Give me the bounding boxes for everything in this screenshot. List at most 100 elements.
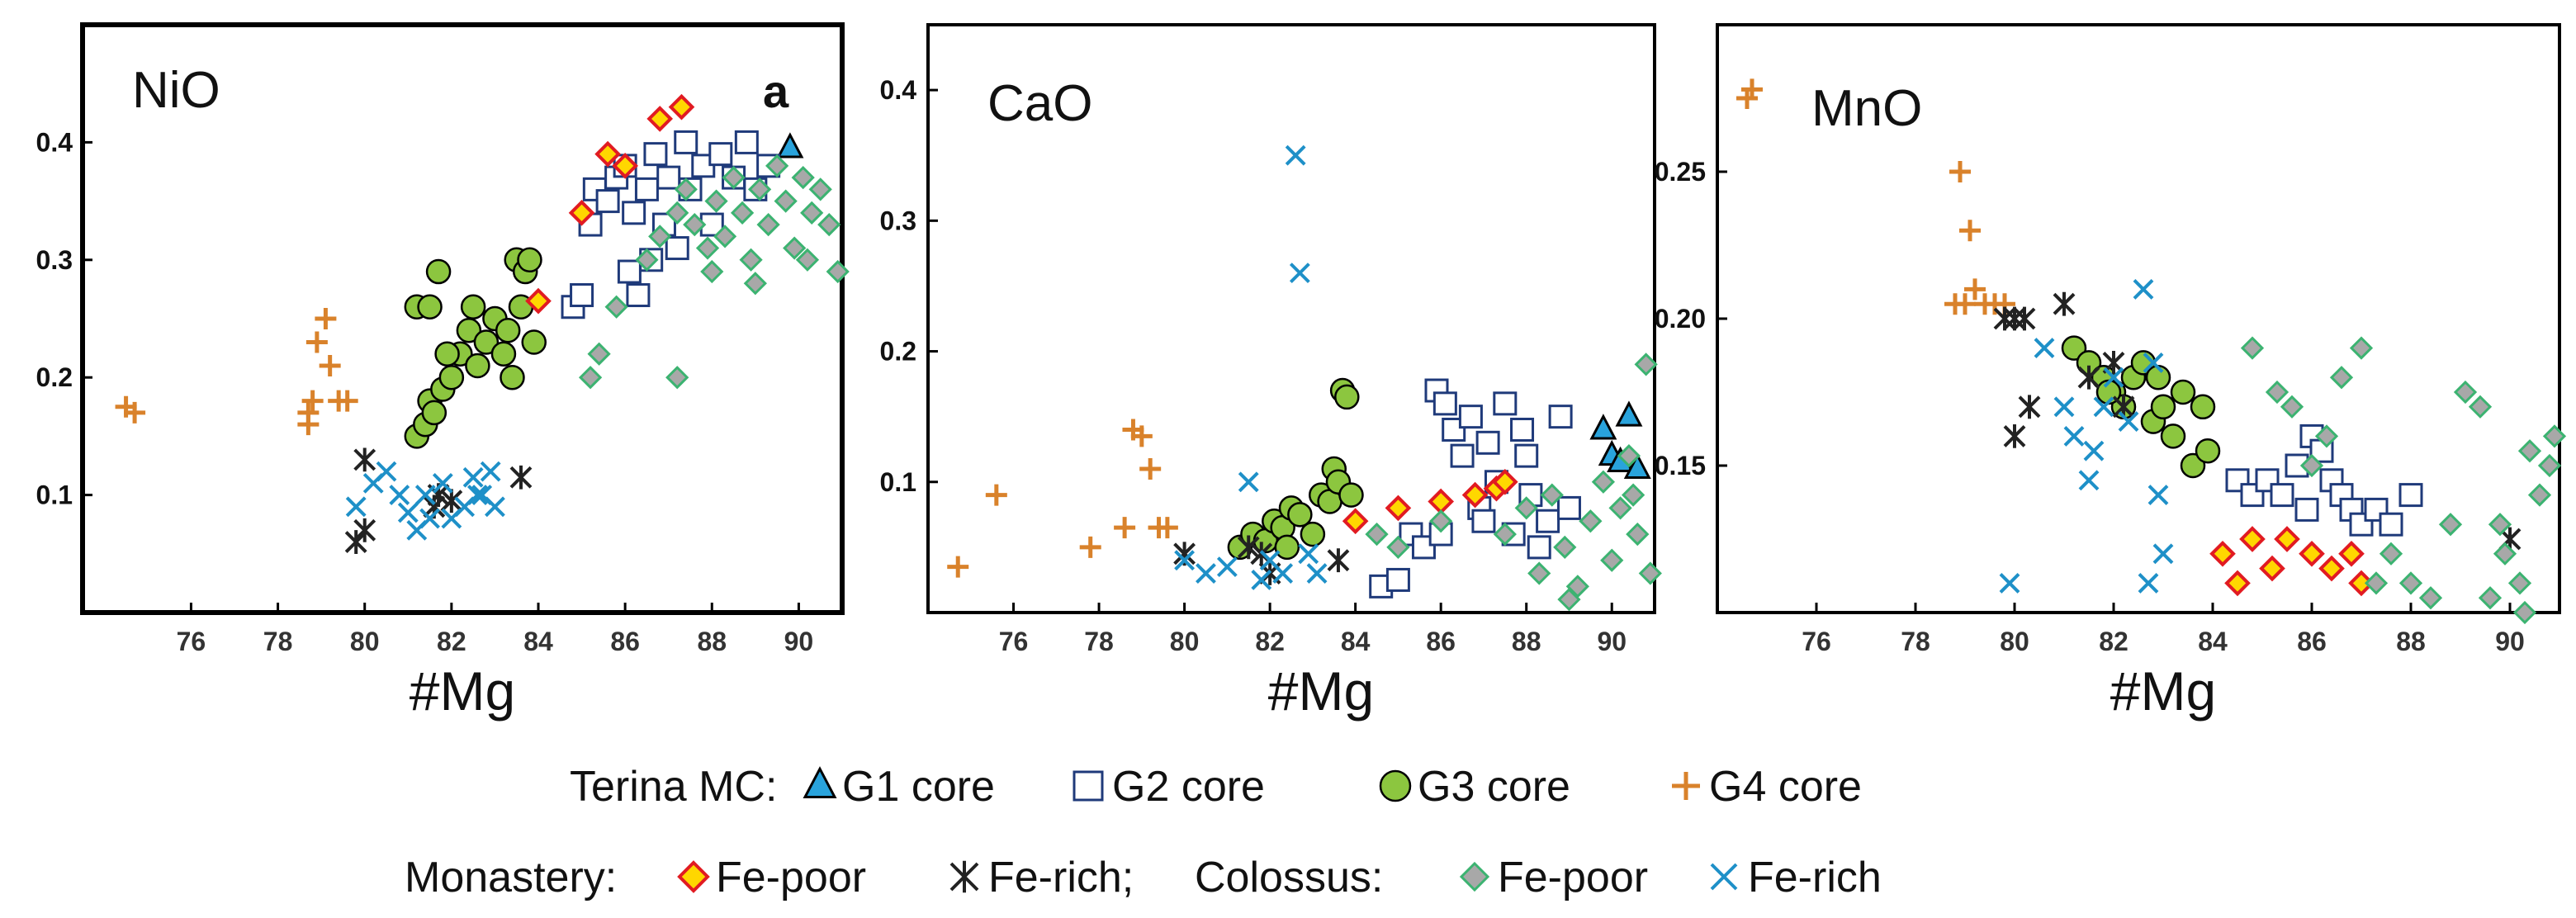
- point-colossus-fe-rich: [376, 461, 397, 482]
- panel-cao: 76 78 80 82 84 86 88 90 0.1 0.2 0.3 0.4 CaO #Mg: [880, 23, 1662, 722]
- x-tick-label-88: 88: [1512, 627, 1541, 656]
- point-colossus-fe-poor: [783, 236, 807, 260]
- point-colossus-fe-poor: [2265, 380, 2290, 405]
- point-g2-core: [1475, 430, 1500, 455]
- x-tick-label-78: 78: [1084, 627, 1114, 656]
- point-g4-core: [315, 308, 337, 329]
- point-colossus-fe-poor: [1621, 483, 1646, 507]
- point-g2-core: [2294, 497, 2319, 522]
- point-colossus-fe-poor: [578, 366, 603, 390]
- point-monastery-fe-poor: [1461, 481, 1489, 509]
- point-g2-core: [1450, 443, 1475, 468]
- point-g4-core: [319, 354, 341, 376]
- point-colossus-fe-rich: [2147, 485, 2169, 506]
- point-g2-core: [1510, 417, 1535, 442]
- point-colossus-fe-rich: [397, 502, 419, 523]
- series-colossus-fe-rich: [345, 461, 505, 541]
- point-monastery-fe-poor: [612, 153, 638, 179]
- panel-nio: 76 78 80 82 84 86 88 90 0.1 0.2 0.3 0.4 NiO a #Mg: [36, 22, 850, 722]
- point-g1-core: [1589, 414, 1617, 440]
- point-colossus-fe-poor: [2478, 586, 2503, 610]
- series-g3-core: [404, 247, 547, 449]
- x-tick-label-76: 76: [177, 627, 206, 656]
- legend-label-monastery-fe-poor: Fe-poor: [716, 854, 866, 901]
- point-colossus-fe-poor: [674, 177, 698, 201]
- legend-marker-g3: [1379, 769, 1412, 802]
- point-colossus-fe-poor: [1565, 575, 1589, 599]
- point-monastery-fe-rich: [440, 489, 463, 513]
- point-g2-core: [665, 236, 689, 261]
- point-colossus-fe-rich: [414, 485, 436, 506]
- point-colossus-fe-poor: [2364, 571, 2389, 595]
- legend-label-g3: G3 core: [1418, 763, 1570, 811]
- x-tick-label-82: 82: [437, 627, 466, 656]
- point-monastery-fe-rich: [2077, 365, 2100, 390]
- point-g2-core: [674, 130, 698, 154]
- point-colossus-fe-rich: [2133, 278, 2154, 300]
- point-colossus-fe-poor: [1591, 470, 1616, 494]
- point-g2-core: [595, 189, 620, 214]
- point-colossus-fe-poor: [2280, 395, 2304, 419]
- point-colossus-fe-rich: [1251, 570, 1272, 590]
- point-colossus-fe-poor: [704, 189, 728, 213]
- point-g3-core: [1338, 482, 1364, 508]
- point-g4-core: [1130, 425, 1153, 447]
- point-colossus-fe-poor: [2537, 453, 2562, 478]
- point-colossus-fe-poor: [739, 248, 763, 272]
- point-colossus-fe-poor: [1429, 509, 1453, 533]
- point-monastery-fe-rich: [344, 530, 367, 554]
- point-monastery-fe-poor: [568, 200, 595, 226]
- legend-marker-colossus-fe-rich: [1710, 863, 1738, 891]
- x-tick-label-90: 90: [784, 627, 814, 656]
- point-colossus-fe-rich: [1196, 563, 1216, 584]
- point-colossus-fe-poor: [1493, 522, 1517, 547]
- x-axis-label: #Mg: [1268, 660, 1374, 722]
- legend-symbol-g2-core: [1073, 770, 1104, 802]
- y-tick-label-0.25: 0.25: [1655, 157, 1706, 187]
- series-monastery-fe-poor: [1342, 468, 1518, 535]
- point-g4-core: [1954, 293, 1976, 315]
- point-colossus-fe-poor: [743, 272, 767, 296]
- point-colossus-fe-poor: [765, 154, 789, 178]
- point-g3-core: [2061, 335, 2087, 361]
- point-colossus-fe-poor: [791, 165, 815, 190]
- point-colossus-fe-poor: [1617, 444, 1641, 468]
- point-monastery-fe-rich: [353, 518, 376, 542]
- point-g2-core: [734, 130, 759, 154]
- point-g3-core: [2180, 452, 2206, 479]
- legend-marker-monastery-fe-poor: [677, 860, 710, 893]
- x-tick-label-90: 90: [2495, 627, 2525, 656]
- legend-marker-g2: [1073, 770, 1104, 802]
- legend-symbol-g3-core: [1379, 769, 1412, 802]
- point-colossus-fe-rich: [2063, 425, 2085, 447]
- point-colossus-fe-poor: [808, 177, 832, 201]
- point-g3-core: [438, 364, 465, 390]
- point-monastery-fe-poor: [646, 106, 674, 132]
- point-g3-core: [2170, 379, 2196, 405]
- panel-title: CaO: [987, 75, 1092, 132]
- point-g1-core: [1615, 400, 1643, 427]
- point-g3-core: [465, 353, 490, 379]
- x-tick-label-76: 76: [1802, 627, 1831, 656]
- point-colossus-fe-rich: [480, 461, 501, 482]
- point-colossus-fe-rich: [2118, 411, 2139, 433]
- point-colossus-fe-poor: [648, 225, 672, 248]
- x-tick-label-86: 86: [2297, 627, 2327, 656]
- point-colossus-fe-rich: [2053, 396, 2075, 418]
- legend-label-g1: G1 core: [842, 763, 995, 811]
- point-monastery-fe-poor: [2239, 526, 2266, 552]
- point-g3-core: [1300, 521, 1326, 547]
- axis-ticks: 76 78 80 82 84 86 88 90 0.15 0.20 0.25: [1655, 157, 2525, 656]
- x-tick-label-78: 78: [1901, 627, 1930, 656]
- x-axis-label: #Mg: [2110, 660, 2216, 722]
- point-colossus-fe-rich: [1289, 263, 1310, 284]
- x-tick-label-78: 78: [263, 627, 293, 656]
- x-tick-label-84: 84: [523, 627, 553, 656]
- plot-frame: [1716, 23, 2561, 614]
- point-g2-core: [1432, 391, 1457, 416]
- x-tick-label-76: 76: [999, 627, 1029, 656]
- x-tick-label-82: 82: [2099, 627, 2129, 656]
- point-colossus-fe-poor: [774, 189, 798, 213]
- point-monastery-fe-rich: [1237, 535, 1260, 560]
